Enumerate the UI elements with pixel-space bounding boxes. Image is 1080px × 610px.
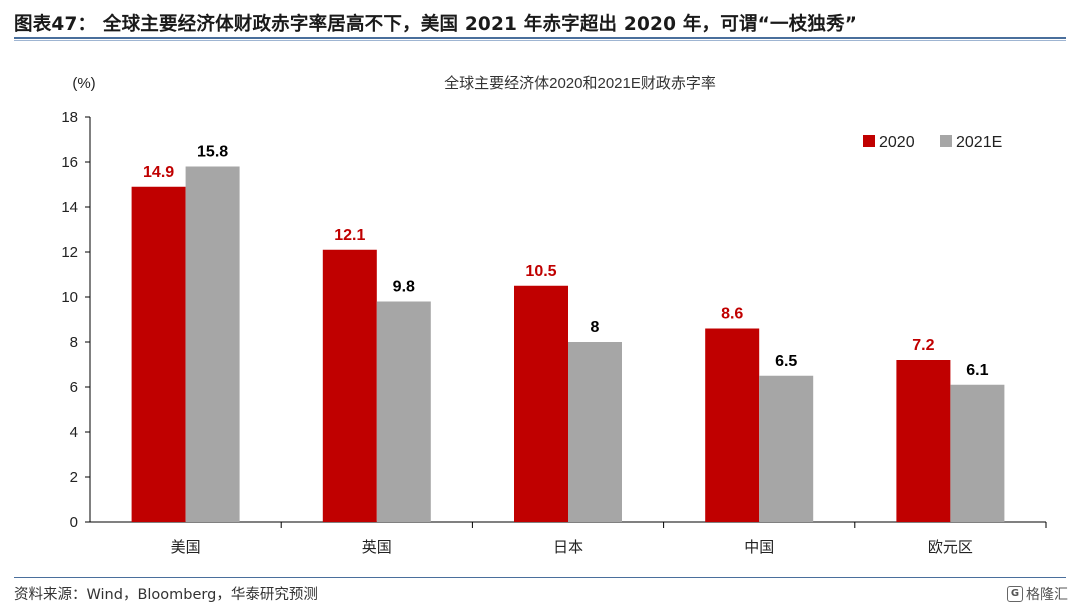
- bar-2021E-4: [950, 384, 1005, 522]
- figure-title: 图表47： 全球主要经济体财政赤字率居高不下，美国 2021 年赤字超出 202…: [14, 14, 858, 35]
- bar-2021E-3: [759, 375, 814, 522]
- bar-2020-2: [514, 285, 568, 522]
- legend-label-2020: 2020: [879, 134, 915, 151]
- y-tick-label: 2: [70, 469, 78, 486]
- legend-swatch-2021E: [940, 135, 952, 147]
- legend: 2020 2021E: [863, 134, 1002, 151]
- y-tick-label: 0: [70, 514, 78, 531]
- legend-label-2021E: 2021E: [956, 134, 1002, 151]
- y-tick-label: 10: [61, 289, 78, 306]
- bar-2020-3: [705, 328, 760, 522]
- header-rule-thin: [14, 40, 1066, 41]
- plot-area: 0 2 4 6 8 10 12 14 16 18 14.9 15.8 美国 12.1 9.8 英国 10.5 8 日…: [61, 109, 1047, 556]
- data-label-2021E-1: 9.8: [393, 279, 415, 296]
- chart-container: 全球主要经济体2020和2021E财政赤字率 (%) 0 2 4 6 8 10 12 14 16…: [0, 45, 1080, 570]
- legend-swatch-2020: [863, 135, 875, 147]
- data-label-2020-3: 8.6: [721, 306, 743, 323]
- y-tick-label: 8: [70, 334, 78, 351]
- x-category-label: 美国: [171, 539, 201, 556]
- source-note: 资料来源：Wind，Bloomberg，华泰研究预测: [14, 587, 318, 603]
- header-rule: [14, 37, 1066, 39]
- data-label-2021E-2: 8: [591, 319, 600, 336]
- footer-rule: [14, 577, 1066, 578]
- bar-2020-0: [131, 186, 186, 522]
- y-axis-unit-label: (%): [72, 75, 95, 92]
- bar-2021E-1: [376, 301, 431, 522]
- figure-header: 图表47： 全球主要经济体财政赤字率居高不下，美国 2021 年赤字超出 202…: [14, 6, 1066, 38]
- chart-title: 全球主要经济体2020和2021E财政赤字率: [444, 74, 716, 92]
- data-label-2021E-0: 15.8: [197, 144, 228, 161]
- y-tick-label: 16: [61, 154, 78, 171]
- x-category-label: 日本: [553, 539, 583, 556]
- x-category-label: 中国: [744, 539, 774, 556]
- data-label-2021E-4: 6.1: [966, 362, 988, 379]
- x-category-label: 欧元区: [928, 539, 973, 556]
- watermark: G 格隆汇: [1007, 584, 1068, 604]
- bar-2021E-0: [185, 166, 240, 522]
- data-label-2020-2: 10.5: [525, 263, 556, 280]
- watermark-logo-icon: G: [1007, 586, 1023, 602]
- bar-2020-1: [322, 249, 377, 522]
- y-tick-label: 4: [70, 424, 78, 441]
- y-tick-label: 14: [61, 199, 78, 216]
- data-label-2020-4: 7.2: [912, 337, 934, 354]
- y-tick-label: 6: [70, 379, 78, 396]
- bar-chart: 全球主要经济体2020和2021E财政赤字率 (%) 0 2 4 6 8 10 12 14 16…: [61, 74, 1047, 556]
- watermark-text: 格隆汇: [1026, 587, 1068, 603]
- data-label-2020-1: 12.1: [334, 227, 365, 244]
- data-label-2020-0: 14.9: [143, 164, 174, 181]
- x-category-label: 英国: [362, 538, 392, 556]
- y-tick-label: 18: [61, 109, 78, 126]
- data-label-2021E-3: 6.5: [775, 353, 797, 370]
- y-tick-label: 12: [61, 244, 78, 261]
- bar-2021E-2: [568, 342, 622, 522]
- bar-2020-4: [896, 360, 951, 522]
